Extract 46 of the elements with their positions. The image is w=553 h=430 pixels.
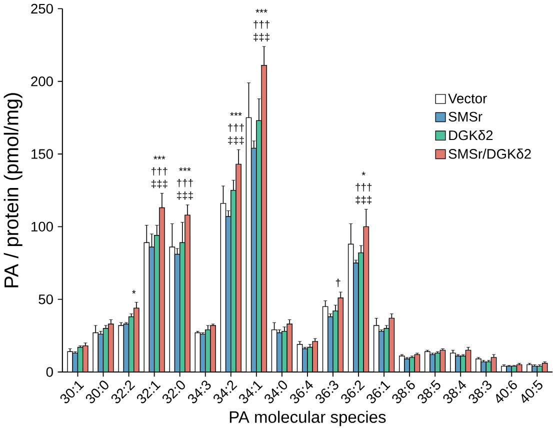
- x-tick-label: 34:1: [239, 381, 263, 404]
- annotation: †††: [254, 20, 270, 29]
- x-axis-title: PA molecular species: [230, 410, 386, 426]
- x-tick-label: 32:1: [136, 381, 161, 404]
- x-tick-label: 38:6: [392, 380, 415, 404]
- annotation: ***: [256, 9, 268, 13]
- y-tick-label: 200: [31, 76, 53, 86]
- x-tick-label: 34:0: [264, 380, 288, 404]
- y-tick-label: 50: [38, 294, 53, 304]
- x-tick-label: 30:0: [86, 380, 108, 404]
- annotation: ‡‡‡: [228, 136, 244, 145]
- annotation: ***: [230, 112, 242, 116]
- annotation: ***: [179, 167, 191, 172]
- legend-label: SMSr: [448, 112, 482, 122]
- annotation: ‡‡‡: [254, 33, 270, 42]
- legend-label: SMSr/DGKδ2: [448, 148, 531, 159]
- x-tick-label: 30:1: [60, 381, 84, 404]
- x-tick-label: 36:3: [316, 380, 338, 404]
- y-tick-label: 250: [31, 4, 53, 14]
- y-axis-title: PA / protein (pmol/mg): [4, 93, 22, 288]
- annotation: *: [362, 172, 366, 176]
- annotation: ‡‡‡: [177, 192, 193, 200]
- x-tick-label: 32:2: [111, 380, 136, 404]
- x-tick-label: 40:6: [496, 380, 517, 403]
- annotation: †: [336, 278, 340, 287]
- x-tick-label: 32:0: [162, 380, 185, 404]
- y-tick-label: 0: [46, 367, 53, 377]
- annotation: †††: [177, 178, 193, 188]
- y-tick-label: 100: [32, 222, 53, 232]
- annotation: ‡‡‡: [151, 180, 168, 188]
- annotation: †††: [228, 124, 244, 132]
- x-tick-label: 34:2: [214, 380, 238, 404]
- annotation: *: [132, 290, 136, 294]
- x-tick-label: 38:3: [468, 380, 492, 404]
- x-tick-label: 34:3: [188, 380, 211, 404]
- x-tick-label: 36:2: [341, 380, 365, 404]
- annotation: †††: [152, 167, 168, 176]
- x-tick-label: 40:5: [522, 380, 542, 403]
- legend-label: Vector: [448, 94, 487, 104]
- annotation: ***: [154, 156, 166, 160]
- annotation: †††: [356, 183, 372, 192]
- x-tick-label: 36:1: [366, 381, 390, 404]
- y-tick-label: 150: [32, 149, 53, 159]
- annotation: ‡‡‡: [356, 196, 372, 204]
- x-tick-label: 38:4: [443, 380, 466, 404]
- legend-label: DGKδ2: [449, 130, 493, 140]
